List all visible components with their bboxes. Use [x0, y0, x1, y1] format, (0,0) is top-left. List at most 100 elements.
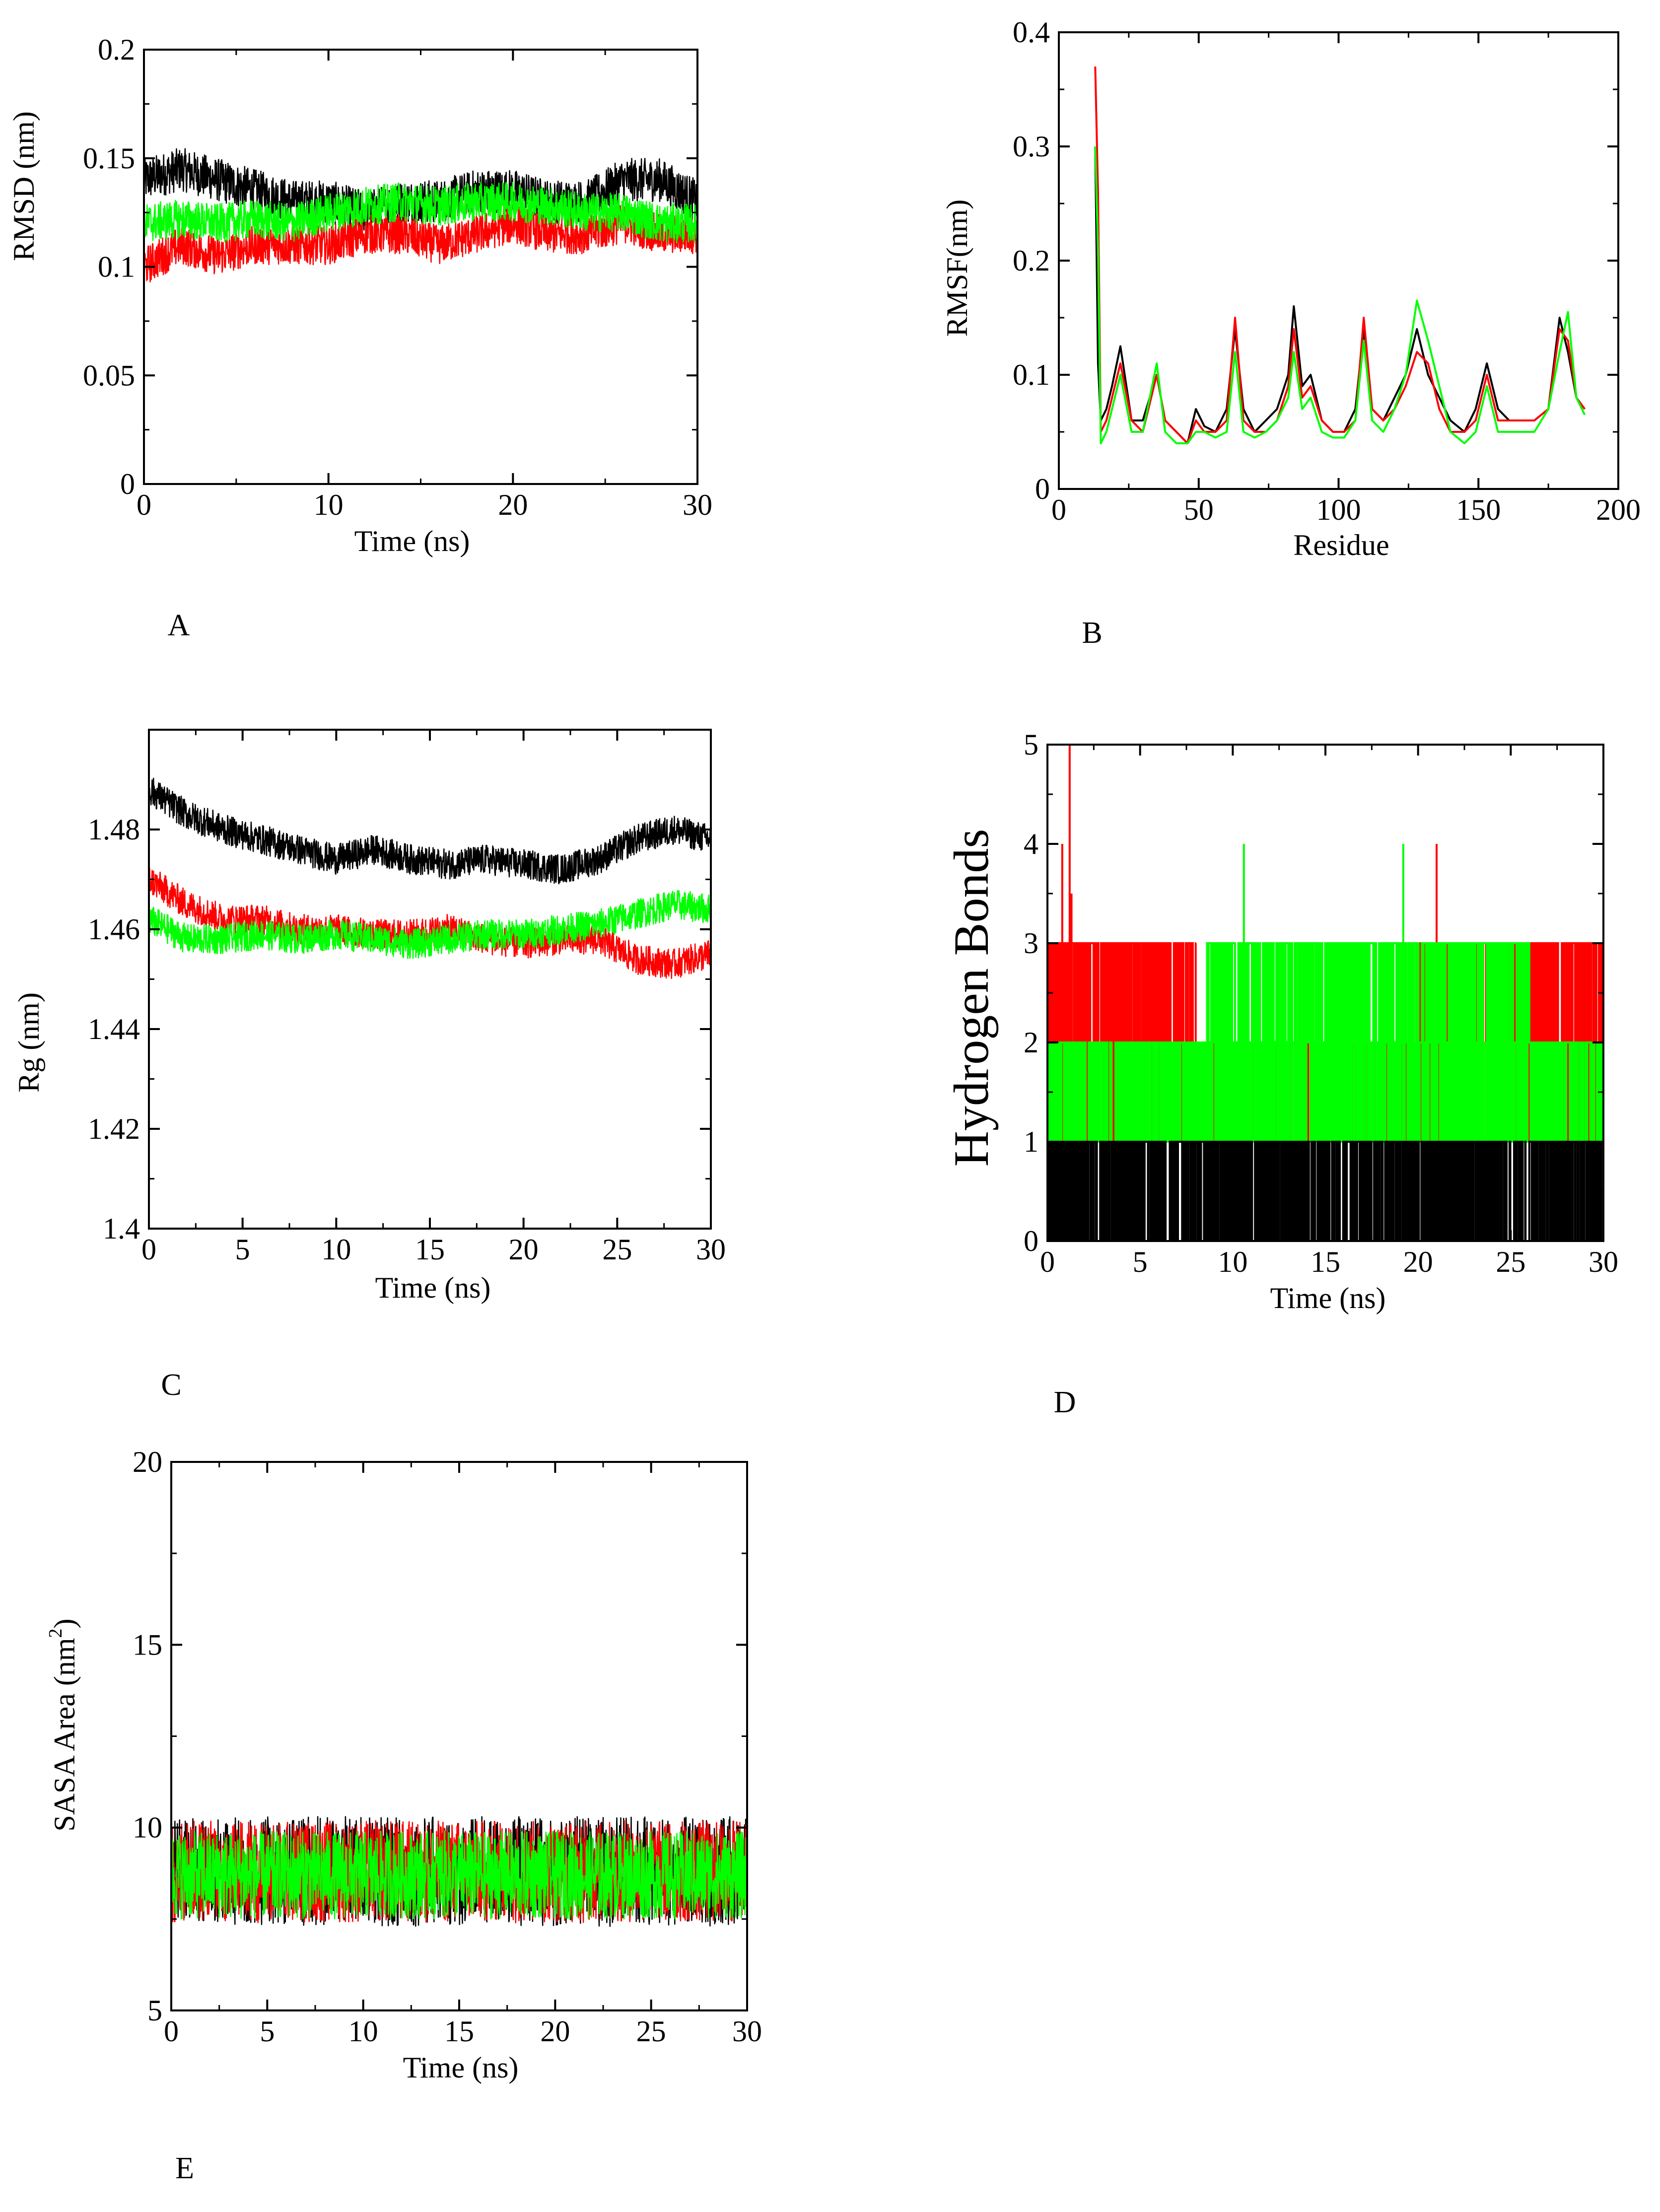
- x-tick-label: 25: [602, 1233, 632, 1266]
- series-green-line: [171, 1830, 747, 1920]
- y-tick-label: 1: [1024, 1125, 1038, 1158]
- hbond-trace-red: [1529, 942, 1603, 1143]
- rmsf-chart: RMSF(nm) Residue B 0 50 100 150 200 0 0.1 0.2 0.…: [941, 16, 1641, 650]
- sasa-y-label-close: ): [48, 1619, 81, 1629]
- x-tick-label: 100: [1316, 493, 1361, 526]
- hbond-trace-green: [1205, 942, 1530, 1043]
- x-tick-label: 5: [235, 1233, 250, 1266]
- x-tick-label: 0: [1051, 493, 1066, 526]
- rg-y-axis-label: Rg (nm): [12, 992, 45, 1093]
- x-tick-label: 20: [498, 488, 528, 521]
- rmsf-y-axis-label: RMSF(nm): [941, 200, 973, 337]
- x-tick-label: 15: [444, 2015, 474, 2048]
- x-tick-label: 30: [732, 2015, 762, 2048]
- plot-frame: [143, 49, 698, 485]
- y-tick-label: 0: [1024, 1225, 1038, 1257]
- y-tick-label: 0.1: [98, 251, 135, 283]
- x-tick-label: 15: [415, 1233, 445, 1266]
- x-tick-label: 20: [509, 1233, 539, 1266]
- hydrogen-bonds-chart: Hydrogen Bonds Time (ns) D 0 5 10 15 20 25 300…: [944, 728, 1618, 1419]
- plot-area-c: [149, 777, 711, 979]
- x-tick-label: 0: [1040, 1245, 1055, 1278]
- y-tick-label: 20: [133, 1446, 162, 1478]
- x-tick-label: 30: [696, 1233, 726, 1266]
- y-tick-label: 0.1: [1013, 358, 1050, 391]
- x-tick-label: 30: [1589, 1245, 1618, 1278]
- plot-area-b: [1094, 66, 1586, 444]
- panel-label-c: C: [161, 1368, 181, 1402]
- y-tick-label: 0.05: [83, 359, 135, 392]
- hbonds-y-axis-label: Hydrogen Bonds: [944, 829, 999, 1167]
- y-tick-label: 0.3: [1013, 130, 1050, 163]
- y-tick-label: 3: [1024, 927, 1038, 960]
- x-tick-label: 10: [1218, 1245, 1247, 1278]
- x-tick-label: 200: [1596, 493, 1641, 526]
- y-tick-label: 1.44: [88, 1013, 140, 1045]
- series-black-line: [1094, 146, 1586, 444]
- y-tick-label: 10: [133, 1811, 162, 1844]
- rmsd-y-axis-label: RMSD (nm): [7, 111, 40, 261]
- x-tick-label: 25: [636, 2015, 666, 2048]
- plot-frame: [148, 729, 712, 1230]
- x-tick-label: 5: [260, 2015, 275, 2048]
- x-tick-label: 50: [1184, 493, 1214, 526]
- panel-label-a: A: [168, 609, 190, 642]
- x-tick-label: 0: [141, 1233, 156, 1266]
- x-tick-label: 20: [1403, 1245, 1433, 1278]
- y-tick-label: 4: [1024, 828, 1038, 860]
- series-green-line: [1094, 146, 1586, 444]
- x-tick-label: 0: [164, 2015, 179, 2048]
- x-tick-label: 150: [1456, 493, 1501, 526]
- panel-label-d: D: [1054, 1385, 1076, 1419]
- hbond-trace-black: [1047, 1141, 1603, 1241]
- series-black-line: [149, 777, 711, 885]
- y-tick-label: 0: [1035, 473, 1050, 505]
- series-green-line: [144, 181, 697, 244]
- x-tick-label: 30: [683, 488, 712, 521]
- sasa-chart: SASA Area (nm2) Time (ns) E 0 5 10 15 20 25 30…: [45, 1446, 762, 2185]
- rg-x-axis-label: Time (ns): [375, 1271, 491, 1304]
- series-black-hbonds: [1047, 1141, 1603, 1241]
- sasa-y-label-superscript: 2: [45, 1628, 66, 1638]
- panel-label-b: B: [1082, 616, 1102, 650]
- plot-area-a: [144, 148, 697, 283]
- y-tick-label: 0.2: [1013, 244, 1050, 277]
- rmsf-x-axis-label: Residue: [1293, 529, 1389, 561]
- y-tick-label: 1.4: [103, 1212, 140, 1245]
- y-tick-label: 5: [147, 1994, 162, 2027]
- x-tick-label: 10: [314, 488, 344, 521]
- plot-frame: [170, 1461, 748, 2011]
- panel-label-e: E: [175, 2151, 194, 2185]
- y-tick-label: 1.42: [88, 1112, 140, 1145]
- series-green-line: [149, 890, 711, 959]
- y-tick-label: 0.4: [1013, 16, 1050, 49]
- sasa-y-label-main: SASA Area (nm: [48, 1638, 81, 1831]
- y-tick-label: 1.46: [88, 913, 140, 946]
- x-tick-label: 15: [1311, 1245, 1340, 1278]
- rmsd-chart: RMSD (nm) Time (ns) A 0 10 20 30 0 0.05 0.1 0.1…: [7, 33, 712, 642]
- plot-area-e: [171, 1816, 747, 1927]
- y-tick-label: 0.15: [83, 142, 135, 175]
- x-tick-label: 10: [321, 1233, 351, 1266]
- x-tick-label: 25: [1496, 1245, 1525, 1278]
- x-tick-label: 5: [1133, 1245, 1148, 1278]
- y-tick-label: 1.48: [88, 813, 140, 846]
- hbonds-x-axis-label: Time (ns): [1270, 1282, 1386, 1314]
- hbond-trace-green: [1047, 1041, 1603, 1143]
- x-tick-label: 20: [540, 2015, 570, 2048]
- y-tick-label: 2: [1024, 1026, 1038, 1059]
- rmsd-x-axis-label: Time (ns): [354, 525, 470, 557]
- series-black-line: [144, 148, 697, 232]
- sasa-y-axis-label: SASA Area (nm2): [45, 1619, 81, 1832]
- x-tick-label: 10: [348, 2015, 378, 2048]
- series-red-line: [1094, 66, 1586, 444]
- plot-area-d: [1047, 745, 1603, 1241]
- sasa-x-axis-label: Time (ns): [403, 2051, 519, 2084]
- y-tick-label: 0: [120, 468, 135, 500]
- hbond-trace-red: [1047, 942, 1086, 1143]
- rg-chart: Rg (nm) Time (ns) C 0 5 10 15 20 25 30 1.4 1.42 1…: [12, 729, 726, 1402]
- x-tick-label: 0: [137, 488, 151, 521]
- y-tick-label: 5: [1024, 728, 1038, 761]
- y-tick-label: 0.2: [98, 33, 135, 66]
